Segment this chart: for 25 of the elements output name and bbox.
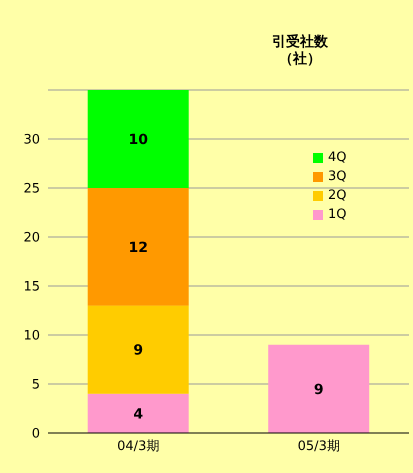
legend-label: 2Q [328,188,347,203]
data-label: 10 [128,132,148,148]
legend-label: 4Q [328,150,347,165]
y-tick-label: 0 [32,426,40,442]
y-tick-label: 30 [23,132,40,148]
bar [88,394,189,433]
bar [88,188,189,306]
x-tick-label: 05/3期 [298,439,340,454]
data-label: 4 [133,406,144,422]
y-tick-label: 10 [23,328,40,344]
y-tick-label: 15 [23,280,40,295]
data-label: 9 [133,342,144,359]
data-label: 12 [128,240,148,256]
bar [88,306,189,394]
y-tick-label: 20 [23,230,40,246]
legend-label: 3Q [328,169,347,184]
bar [268,344,370,433]
data-label: 9 [314,382,324,398]
chart-title: 引受社数 [271,34,329,51]
x-tick-label: 04/3期 [117,439,160,454]
legend-label: 1Q [328,207,347,222]
y-tick-label: 5 [32,378,40,393]
chart-subtitle: （社） [278,51,322,68]
y-tick-label: 25 [23,182,40,197]
bar [88,90,189,188]
